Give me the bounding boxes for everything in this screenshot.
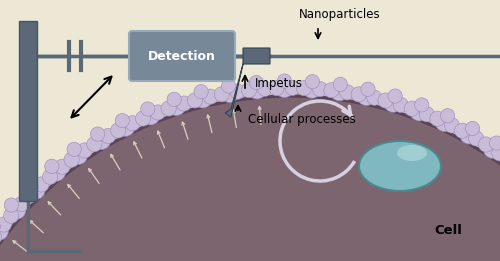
Circle shape <box>285 80 300 96</box>
Circle shape <box>440 109 455 123</box>
Circle shape <box>468 131 484 146</box>
Circle shape <box>419 107 434 122</box>
Circle shape <box>110 123 126 138</box>
Circle shape <box>26 181 45 199</box>
Circle shape <box>330 82 349 101</box>
Circle shape <box>167 92 181 106</box>
Circle shape <box>250 75 264 90</box>
Circle shape <box>454 123 470 138</box>
Circle shape <box>324 83 339 98</box>
Ellipse shape <box>359 141 441 191</box>
Circle shape <box>269 81 284 96</box>
Circle shape <box>333 77 347 92</box>
Circle shape <box>492 146 500 161</box>
Circle shape <box>366 90 382 105</box>
Circle shape <box>242 82 256 98</box>
Circle shape <box>430 111 445 126</box>
Circle shape <box>68 146 87 165</box>
Circle shape <box>404 101 419 116</box>
Circle shape <box>90 127 105 141</box>
Circle shape <box>384 93 402 112</box>
Circle shape <box>67 142 82 157</box>
Circle shape <box>116 117 135 136</box>
Text: Nanoparticles: Nanoparticles <box>299 8 381 21</box>
Text: Impetus: Impetus <box>255 76 303 90</box>
Circle shape <box>394 97 408 112</box>
Circle shape <box>55 159 70 174</box>
Circle shape <box>214 87 230 102</box>
Circle shape <box>194 85 208 99</box>
Circle shape <box>435 112 454 132</box>
Circle shape <box>24 178 38 192</box>
Circle shape <box>222 79 235 93</box>
Circle shape <box>460 125 478 144</box>
Circle shape <box>150 105 166 120</box>
Circle shape <box>0 217 12 232</box>
Circle shape <box>4 198 18 212</box>
Bar <box>19 21 37 201</box>
Circle shape <box>414 98 429 112</box>
Circle shape <box>161 101 176 116</box>
Polygon shape <box>225 48 270 117</box>
Circle shape <box>388 89 402 103</box>
Circle shape <box>141 106 160 125</box>
Circle shape <box>0 221 8 240</box>
Circle shape <box>483 139 500 158</box>
Ellipse shape <box>397 145 427 161</box>
Circle shape <box>140 102 155 116</box>
Circle shape <box>275 79 294 98</box>
Circle shape <box>4 208 19 223</box>
Circle shape <box>64 152 79 167</box>
Text: Cellular processes: Cellular processes <box>248 112 356 126</box>
Circle shape <box>302 79 322 98</box>
Circle shape <box>188 93 202 108</box>
Circle shape <box>410 102 429 121</box>
Circle shape <box>378 93 393 108</box>
Circle shape <box>100 128 116 144</box>
FancyBboxPatch shape <box>129 31 235 81</box>
Circle shape <box>490 136 500 150</box>
Circle shape <box>77 143 92 158</box>
Circle shape <box>167 97 186 116</box>
Circle shape <box>87 137 102 152</box>
Circle shape <box>296 81 312 96</box>
Circle shape <box>340 85 355 100</box>
Circle shape <box>136 111 150 126</box>
Circle shape <box>248 80 266 99</box>
Circle shape <box>258 81 272 96</box>
Circle shape <box>444 118 460 133</box>
Circle shape <box>42 169 58 185</box>
Circle shape <box>7 200 26 219</box>
Circle shape <box>220 84 239 103</box>
Circle shape <box>47 162 66 181</box>
Circle shape <box>14 196 30 211</box>
Circle shape <box>478 137 494 152</box>
Circle shape <box>312 81 328 97</box>
Text: Detection: Detection <box>148 50 216 62</box>
Circle shape <box>194 89 212 108</box>
Circle shape <box>351 87 366 102</box>
Circle shape <box>92 130 111 150</box>
Circle shape <box>125 116 140 131</box>
Circle shape <box>230 84 245 99</box>
Circle shape <box>115 114 130 128</box>
Circle shape <box>34 177 49 192</box>
Circle shape <box>0 96 500 261</box>
Circle shape <box>278 74 291 88</box>
Circle shape <box>0 230 2 245</box>
Circle shape <box>357 87 376 105</box>
Circle shape <box>306 75 320 89</box>
Circle shape <box>361 82 375 96</box>
Circle shape <box>203 89 218 104</box>
Circle shape <box>22 188 38 203</box>
Circle shape <box>176 96 192 111</box>
Circle shape <box>466 121 479 136</box>
Circle shape <box>44 159 59 174</box>
Text: Cell: Cell <box>434 224 462 238</box>
